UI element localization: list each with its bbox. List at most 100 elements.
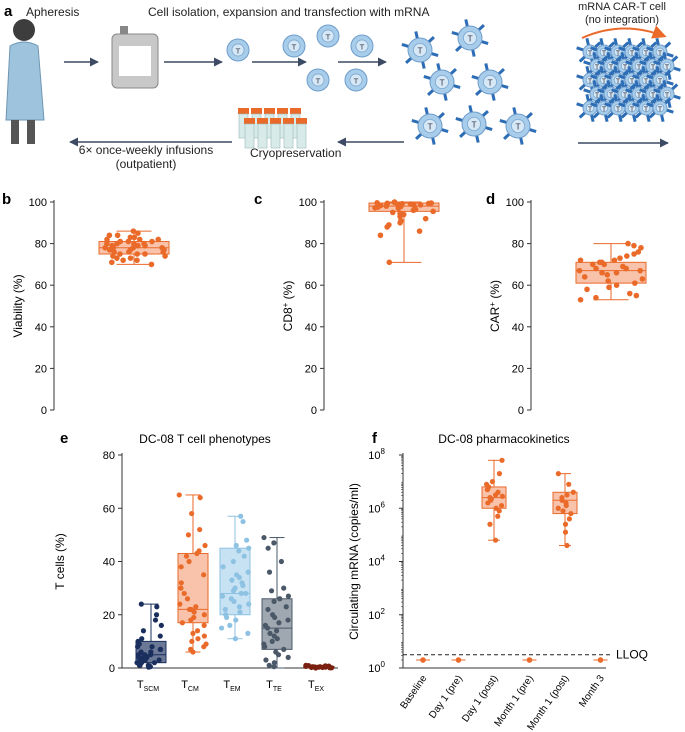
t-cell: T [350, 34, 374, 58]
car-t-cell: T [411, 107, 449, 145]
data-point-TTE [271, 598, 277, 605]
data-point-TTE [265, 545, 271, 551]
car-receptor-icon [664, 41, 672, 49]
car-receptor-icon [646, 74, 654, 80]
x-tick-label-sub: SCM [144, 686, 160, 693]
data-point-TEM [232, 636, 239, 642]
data-point [120, 257, 126, 264]
car-receptor-icon [634, 52, 639, 60]
data-point-TEM [245, 630, 251, 636]
x-tick-label-main: T [308, 679, 315, 691]
car-receptor-icon [655, 94, 660, 102]
data-point [577, 257, 584, 264]
data-point-TEM [246, 601, 252, 607]
car-receptor-icon [613, 94, 618, 102]
cell-nucleus [585, 75, 595, 85]
car-receptor-icon [414, 31, 419, 39]
car-receptor-icon [525, 111, 533, 119]
car-receptor-icon [615, 83, 623, 91]
data-point [639, 276, 646, 282]
data-point-TEM [240, 582, 246, 589]
data-point [606, 284, 612, 291]
data-point-TEM [245, 569, 251, 575]
vial-cap [296, 118, 307, 124]
car-receptor-icon [632, 102, 640, 108]
y-tick-label: 40 [512, 322, 524, 334]
data-point [127, 255, 134, 261]
car-receptor-icon [648, 111, 656, 119]
car-receptor-icon [646, 102, 654, 108]
car-receptor-icon [625, 60, 633, 66]
cell-nucleus [606, 89, 616, 99]
y-axis-label-suffix: (%) [281, 281, 295, 303]
data-point-TCM [197, 495, 203, 501]
car-receptor-icon [606, 52, 611, 60]
cell-nucleus [599, 75, 609, 85]
car-receptor-icon [618, 114, 623, 122]
data-point [160, 249, 166, 255]
data-point-TCM [191, 609, 197, 615]
car-receptor-icon [634, 80, 639, 88]
y-tick-label: 20 [305, 363, 317, 375]
data-point [109, 259, 115, 266]
cell-nucleus [599, 103, 609, 113]
cell-label: T [292, 43, 297, 52]
vial-cap [277, 108, 288, 114]
data-point-TCM [202, 542, 208, 549]
data-point [162, 253, 168, 259]
car-receptor-icon [503, 133, 511, 141]
car-receptor-icon [519, 137, 524, 145]
data-point [568, 510, 574, 517]
decay-arrow [581, 25, 667, 39]
cell-nucleus [349, 73, 363, 87]
data-point-TCM [201, 622, 207, 629]
data-point-TEM [230, 558, 236, 565]
data-point [564, 542, 570, 549]
x-tick-label-main: T [137, 679, 144, 691]
panel-c: c 0 20 40 60 80 100 CD8+ (%) [254, 191, 440, 417]
data-point [135, 230, 141, 236]
vial-cap [270, 118, 281, 124]
data-point [395, 205, 402, 212]
data-point [149, 238, 155, 245]
data-point-TEM [238, 513, 244, 519]
x-tick-label-main: T [181, 679, 188, 691]
car-receptor-icon [471, 49, 476, 57]
apheresis-label: Apheresis [26, 5, 79, 19]
cell-label: T [630, 79, 635, 86]
data-point [496, 471, 503, 477]
car-receptor-icon [601, 55, 609, 63]
y-axis-label: Circulating mRNA (copies/ml) [347, 483, 361, 640]
cell-label: T [651, 65, 656, 72]
cell-nucleus [613, 47, 623, 57]
data-point [604, 272, 611, 278]
data-point [599, 269, 605, 276]
data-point-TTE [285, 593, 292, 599]
data-point-TSCM [146, 664, 152, 670]
data-point-TEM [237, 609, 243, 615]
panel-b: b 0 20 40 60 80 100 Viability (%) [2, 191, 170, 417]
patient-icon [5, 19, 45, 144]
data-point-TTE [271, 540, 277, 546]
car-receptor-icon [604, 114, 609, 122]
cell-label: T [609, 93, 614, 100]
car-receptor-icon [662, 80, 667, 88]
data-point [555, 505, 561, 511]
data-point-TTE [261, 534, 267, 541]
car-receptor-icon [604, 74, 612, 80]
car-receptor-icon [459, 131, 467, 139]
y-tick-label: 0 [311, 405, 317, 417]
y-tick-label: 40 [305, 322, 317, 334]
data-point-TTE [262, 644, 268, 650]
y-tick-label: 100 [299, 197, 317, 209]
car-receptor-icon [475, 135, 480, 143]
car-receptor-icon [578, 83, 586, 91]
y-tick-base: 10 [368, 557, 380, 569]
data-point-TSCM [158, 646, 164, 652]
car-receptor-icon [578, 55, 586, 63]
vial-cap [290, 108, 301, 114]
data-point [566, 516, 572, 522]
cell-nucleus [627, 75, 637, 85]
car-receptor-icon [576, 74, 584, 80]
cell-label: T [602, 51, 607, 58]
